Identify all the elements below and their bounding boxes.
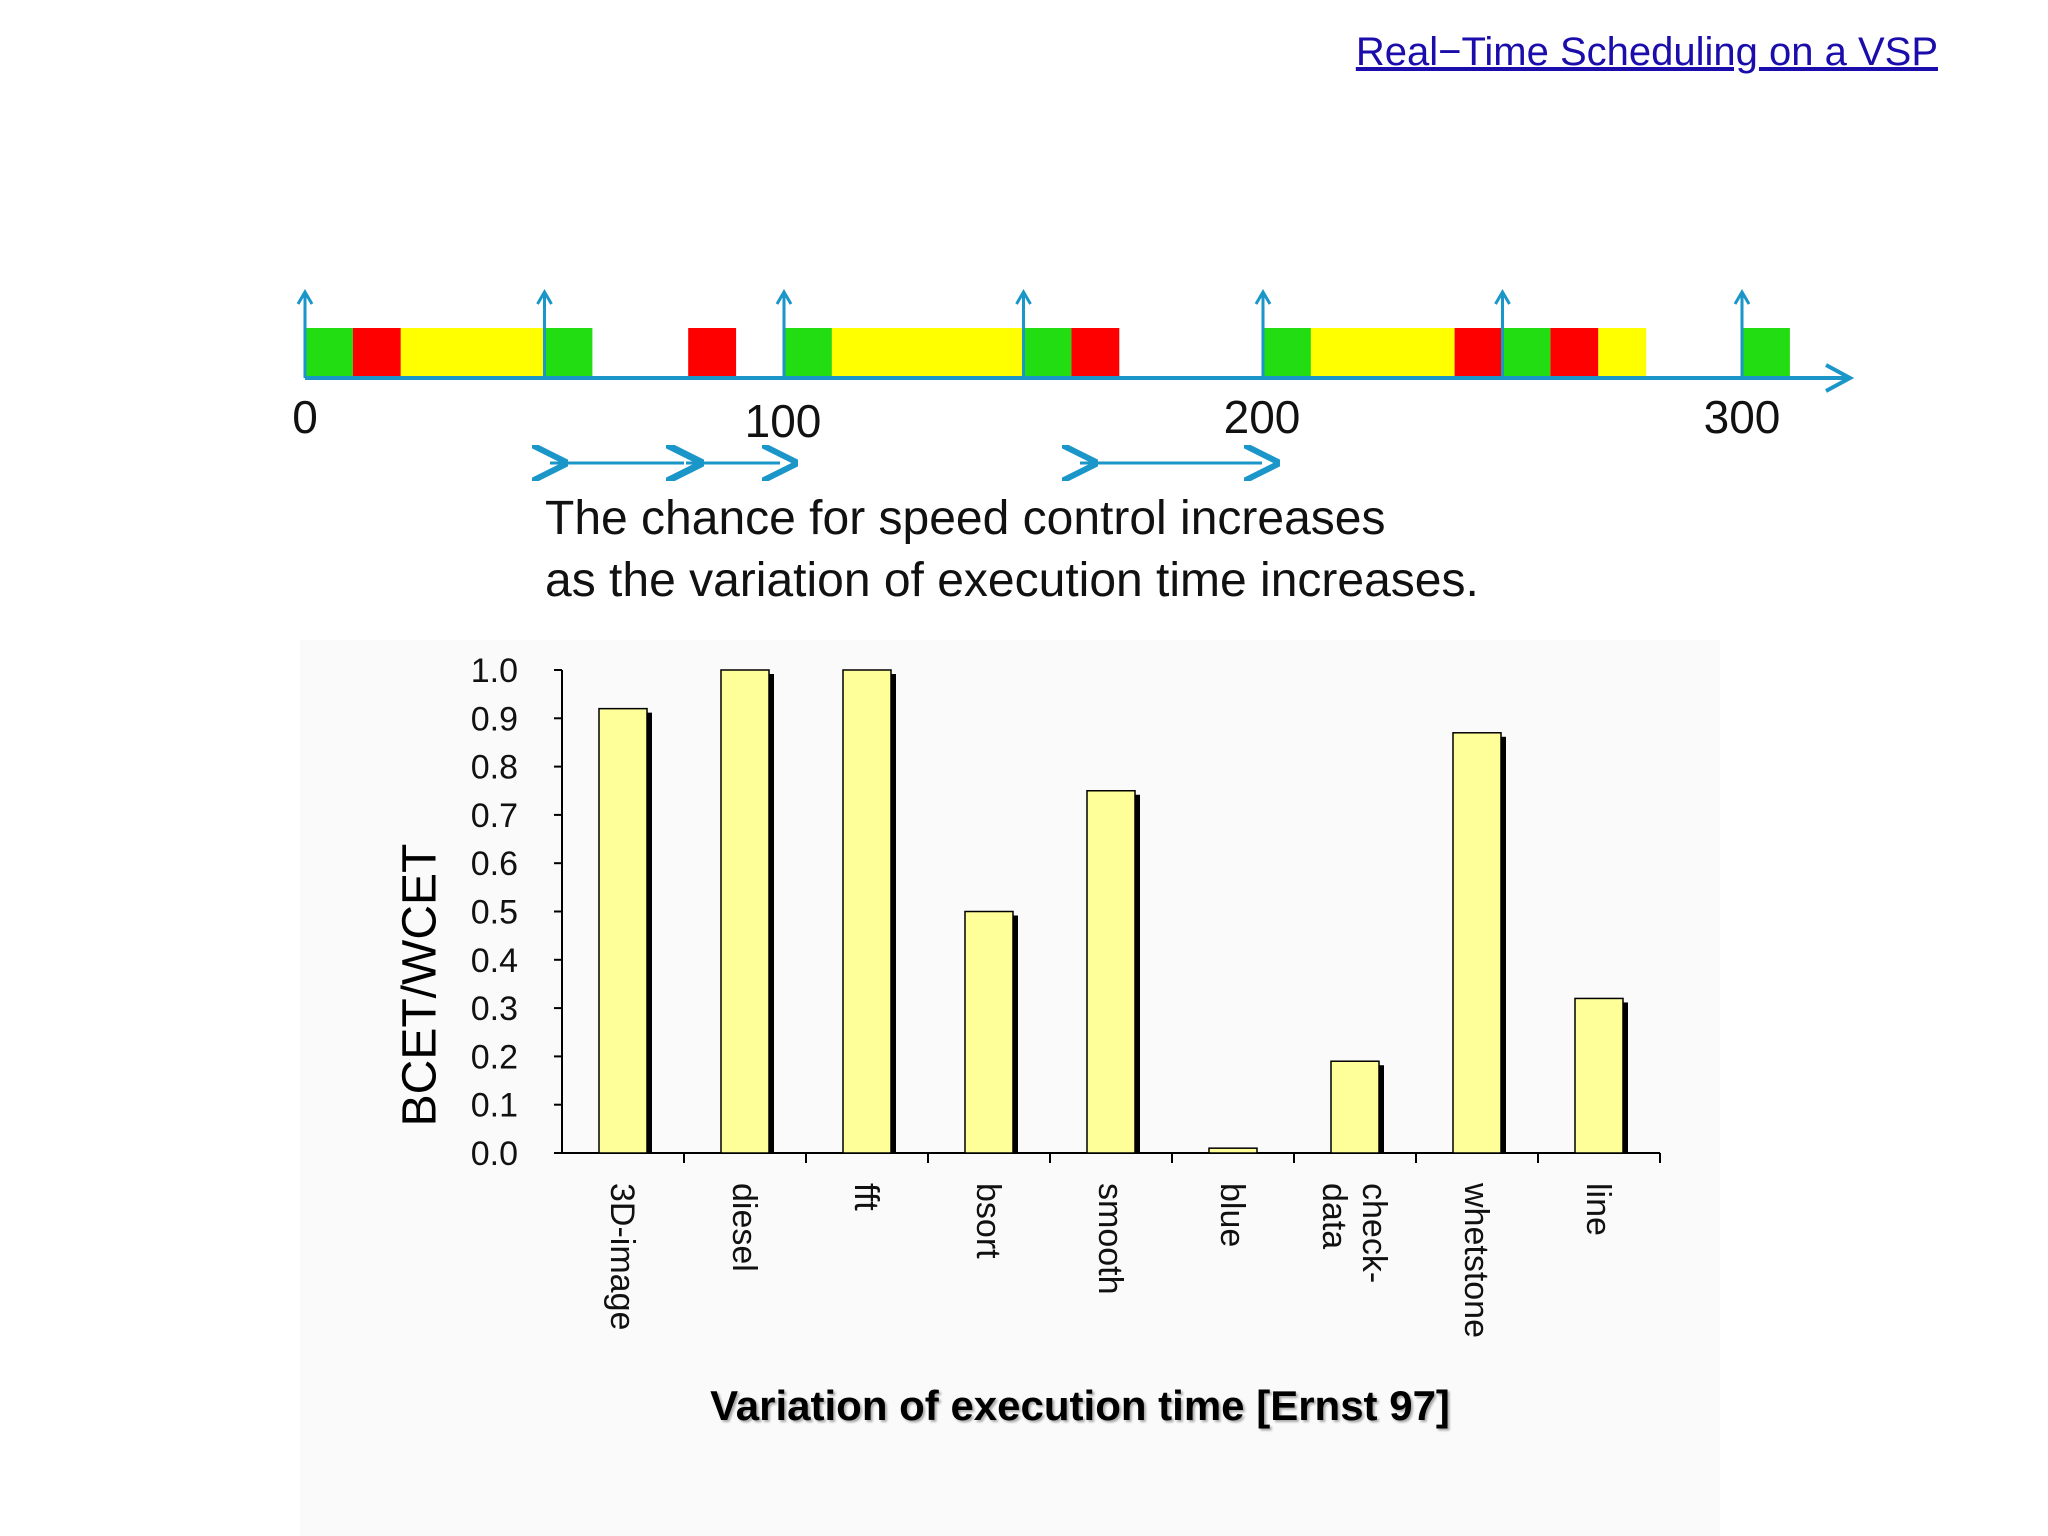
release-arrow — [1494, 289, 1511, 378]
y-axis-label: BCET/WCET — [393, 843, 447, 1127]
schedule-block-yellow — [831, 328, 1024, 378]
x-tick-label: smooth — [1091, 1183, 1129, 1295]
schedule-block-yellow — [1598, 328, 1647, 378]
schedule-block-yellow — [400, 328, 545, 378]
x-tick-label: 3D-image — [603, 1183, 641, 1330]
x-tick-label: blue — [1213, 1183, 1251, 1247]
caption: The chance for speed control increases a… — [545, 488, 1479, 612]
release-arrow — [1733, 289, 1751, 378]
bar-3d-image — [598, 707, 648, 1154]
schedule-block-red — [688, 328, 737, 378]
bar-diesel — [720, 669, 770, 1154]
release-arrow — [775, 289, 793, 378]
release-arrow — [536, 289, 553, 378]
schedule-block-green — [1263, 328, 1311, 378]
y-tick-label: 1.0 — [471, 652, 518, 690]
release-arrow — [1015, 289, 1032, 378]
release-arrow — [1254, 289, 1272, 378]
caption-line-1: The chance for speed control increases — [545, 492, 1386, 545]
timeline-tick-100: 100 — [745, 395, 822, 447]
schedule-block-red — [352, 328, 401, 378]
y-tick-label: 0.5 — [471, 894, 518, 932]
bar-blue — [1208, 1147, 1258, 1154]
schedule-block-green — [784, 328, 832, 378]
y-tick-label: 0.6 — [471, 845, 518, 883]
timeline-diagram: 0 100 200 300 — [292, 289, 1855, 640]
caption-line-2: as the variation of execution time incre… — [545, 554, 1479, 607]
schedule-block-green — [1742, 328, 1790, 378]
y-tick-label: 0.0 — [471, 1135, 518, 1173]
schedule-block-green — [1502, 328, 1551, 378]
y-tick-label: 0.7 — [471, 797, 518, 835]
x-tick-label: check-data — [1315, 1183, 1393, 1283]
title-link[interactable]: Real−Time Scheduling on a VSP — [1355, 30, 1938, 74]
y-tick-label: 0.2 — [471, 1038, 518, 1076]
bar-fft — [842, 669, 892, 1154]
schedule-block-green — [544, 328, 593, 378]
bar-line — [1574, 997, 1624, 1154]
x-tick-label: diesel — [725, 1183, 763, 1272]
y-tick-label: 0.8 — [471, 749, 518, 787]
bar-smooth — [1086, 790, 1136, 1154]
schedule-block-red — [1071, 328, 1120, 378]
x-axis-label: Variation of execution time [Ernst 97] — [710, 1382, 1450, 1429]
y-tick-label: 0.3 — [471, 990, 518, 1028]
timeline-tick-0: 0 — [292, 391, 318, 443]
schedule-block-green — [1023, 328, 1072, 378]
release-arrow — [296, 289, 314, 378]
bar-whetstone — [1452, 732, 1502, 1154]
timeline-tick-300: 300 — [1704, 391, 1781, 443]
y-tick-label: 0.1 — [471, 1087, 518, 1125]
y-tick-label: 0.9 — [471, 700, 518, 738]
timeline-tick-200: 200 — [1224, 391, 1301, 443]
x-tick-label: bsort — [969, 1183, 1007, 1259]
y-tick-label: 0.4 — [471, 942, 518, 980]
timeline-axis-arrowhead — [1825, 363, 1855, 393]
x-tick-label: line — [1579, 1183, 1617, 1236]
schedule-block-red — [1454, 328, 1503, 378]
bar-check-data — [1330, 1060, 1380, 1154]
schedule-block-green — [305, 328, 353, 378]
x-tick-label: whetstone — [1457, 1182, 1495, 1338]
bar-bsort — [964, 910, 1014, 1154]
schedule-block-red — [1550, 328, 1599, 378]
schedule-block-yellow — [1310, 328, 1455, 378]
x-tick-label: fft — [847, 1183, 885, 1211]
